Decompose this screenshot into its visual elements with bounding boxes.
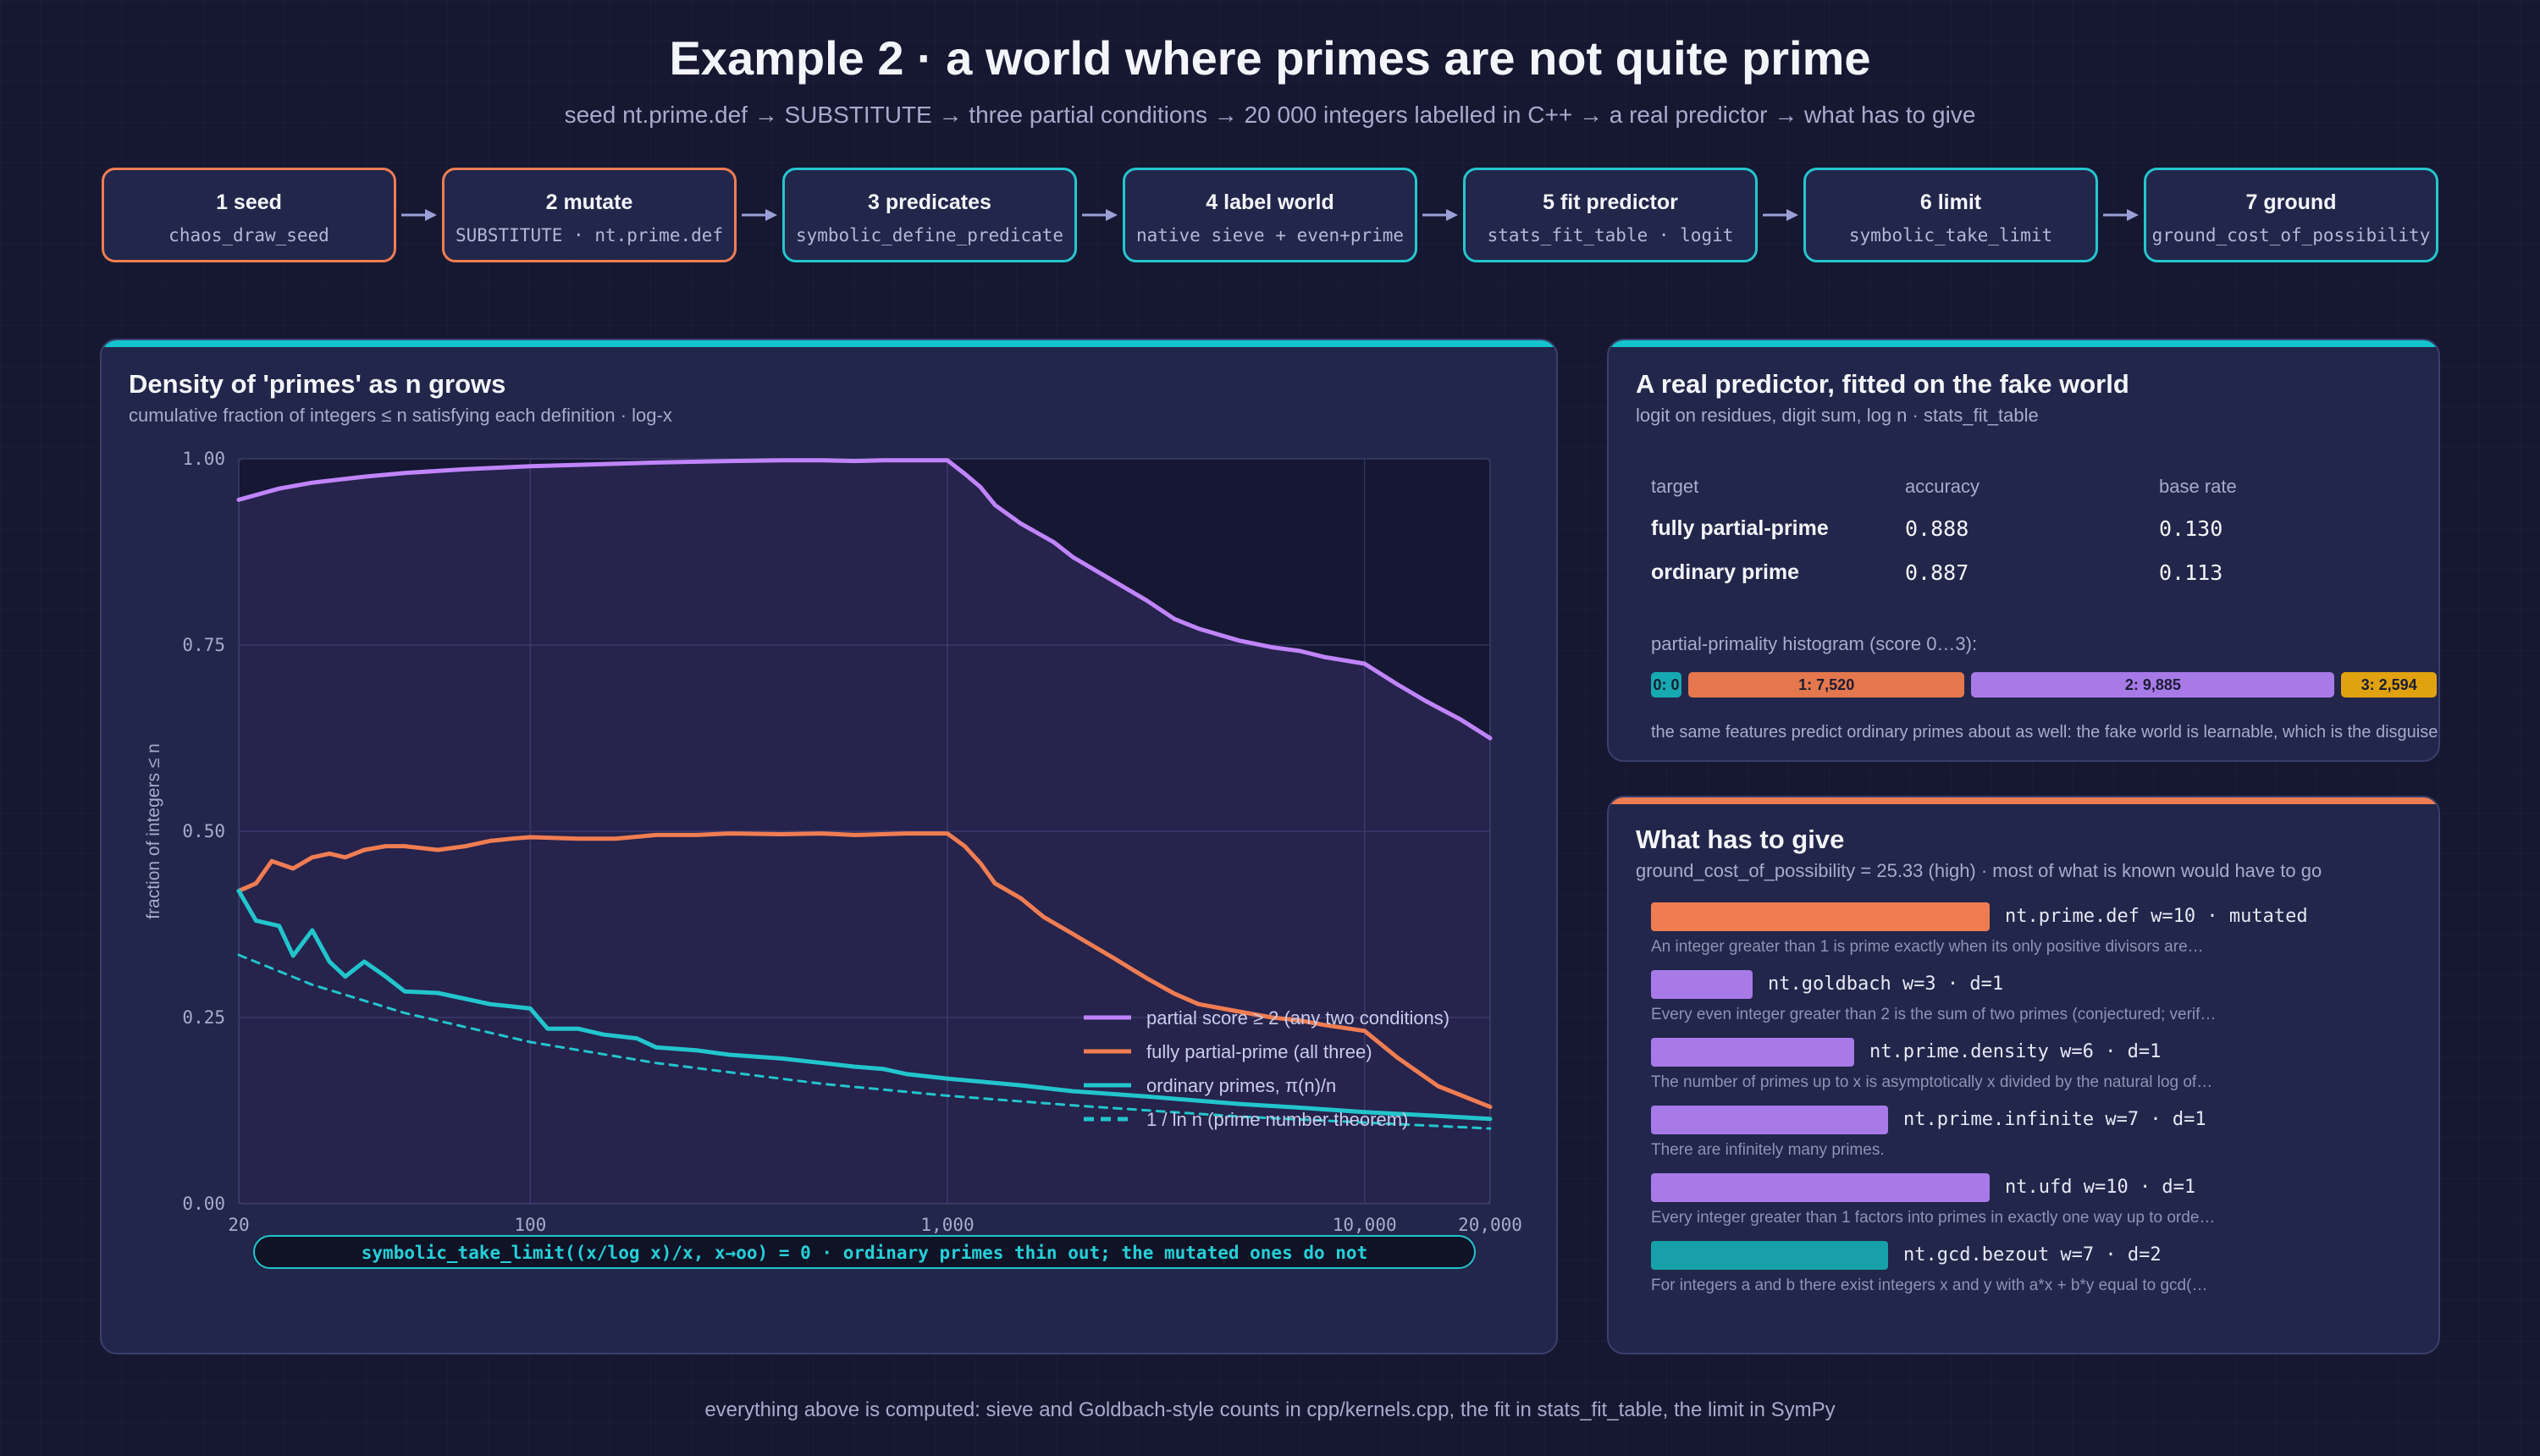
series-line (236, 888, 1493, 1122)
give-panel: What has to give ground_cost_of_possibil… (1607, 796, 2440, 1354)
y-tick-label: 0.00 (182, 1194, 225, 1214)
density-title: Density of 'primes' as n grows (129, 369, 506, 399)
pipeline-step: 1 seed chaos_draw_seed (102, 168, 396, 262)
arrow-right-icon (1763, 209, 1798, 221)
give-item-label: nt.goldbach w=3 · d=1 (1768, 973, 2004, 995)
row-base-rate: 0.113 (2159, 560, 2223, 585)
series-line (237, 953, 1492, 1130)
pipeline-step-function: symbolic_take_limit (1848, 225, 2053, 245)
x-tick-label: 20 (228, 1215, 249, 1235)
histogram-bar: 2: 9,885 (1971, 672, 2335, 698)
give-item-label: nt.prime.infinite w=7 · d=1 (1903, 1109, 2206, 1130)
series-line (236, 831, 1493, 1110)
histogram-bar: 3: 2,594 (2341, 672, 2437, 698)
arrow-right-icon (1082, 209, 1118, 221)
give-weight-bar (1651, 1038, 1854, 1067)
limit-note-box (253, 1235, 1476, 1269)
y-tick-label: 0.75 (182, 635, 225, 655)
legend-label: partial score ≥ 2 (any two conditions) (1146, 1007, 1449, 1029)
footer-note: everything above is computed: sieve and … (704, 1398, 1836, 1421)
y-tick-label: 1.00 (182, 449, 225, 469)
y-tick-label: 0.25 (182, 1007, 225, 1028)
pipeline-step-function: ground_cost_of_possibility (2151, 225, 2431, 245)
pipeline-step: 7 ground ground_cost_of_possibility (2144, 168, 2438, 262)
pipeline-step-title: 7 ground (2245, 190, 2337, 214)
panel-accent-bar (1609, 340, 2438, 347)
y-tick-label: 0.50 (182, 821, 225, 841)
give-item-description: An integer greater than 1 is prime exact… (1651, 938, 2204, 956)
col-target: target (1651, 476, 1699, 497)
pipeline-step-function: native sieve + even+prime (1135, 225, 1405, 245)
give-item-label: nt.ufd w=10 · d=1 (2005, 1177, 2196, 1198)
pipeline-step-function: symbolic_define_predicate (795, 225, 1064, 245)
predictor-panel: A real predictor, fitted on the fake wor… (1607, 339, 2440, 762)
give-weight-bar (1651, 970, 1753, 999)
give-weight-bar (1651, 1106, 1888, 1134)
pipeline-step-title: 1 seed (216, 190, 282, 214)
x-tick-label: 100 (514, 1215, 546, 1235)
density-subtitle: cumulative fraction of integers ≤ n sati… (129, 405, 672, 426)
legend-label: 1 / ln n (prime number theorem) (1146, 1109, 1408, 1130)
density-panel: Density of 'primes' as n grows cumulativ… (100, 339, 1558, 1354)
arrow-right-icon (742, 209, 777, 221)
pipeline-step: 6 limit symbolic_take_limit (1803, 168, 2098, 262)
y-axis-label: fraction of integers ≤ n (144, 743, 163, 919)
series-line (236, 458, 1493, 741)
predictor-subtitle: logit on residues, digit sum, log n · st… (1636, 405, 2039, 426)
pipeline-step-title: 2 mutate (545, 190, 633, 214)
x-tick-label: 20,000 (1458, 1215, 1522, 1235)
pipeline-step-function: chaos_draw_seed (168, 225, 329, 245)
pipeline-step-title: 6 limit (1919, 190, 1982, 214)
arrow-right-icon (1422, 209, 1458, 221)
density-chart: 0.00 0.25 0.50 0.75 1.00 20 100 1,000 10,000 20,0… (144, 449, 1522, 1269)
panel-accent-bar (1609, 797, 2438, 804)
pipeline-step-title: 5 fit predictor (1543, 190, 1678, 214)
give-item-description: Every even integer greater than 2 is the… (1651, 1006, 2217, 1023)
give-item-label: nt.gcd.bezout w=7 · d=2 (1903, 1244, 2162, 1266)
give-item-label: nt.prime.def w=10 · mutated (2005, 906, 2308, 927)
row-accuracy: 0.888 (1905, 516, 1969, 541)
give-item-description: There are infinitely many primes. (1651, 1141, 1885, 1159)
histogram-bar: 1: 7,520 (1688, 672, 1965, 698)
panel-accent-bar (102, 340, 1556, 347)
arrow-right-icon (2103, 209, 2139, 221)
limit-note: symbolic_take_limit((x/log x)/x, x→oo) =… (362, 1243, 1367, 1263)
give-weight-bar (1651, 902, 1990, 931)
legend-label: fully partial-prime (all three) (1146, 1041, 1372, 1062)
x-tick-label: 10,000 (1333, 1215, 1397, 1235)
pipeline-step-title: 3 predicates (868, 190, 991, 214)
give-title: What has to give (1636, 825, 1845, 854)
row-target: fully partial-prime (1651, 516, 1829, 540)
pipeline-step: 2 mutate SUBSTITUTE · nt.prime.def (442, 168, 737, 262)
pipeline-step: 5 fit predictor stats_fit_table · logit (1463, 168, 1758, 262)
row-accuracy: 0.887 (1905, 560, 1969, 585)
pipeline-step-function: SUBSTITUTE · nt.prime.def (455, 225, 724, 245)
pipeline-step: 3 predicates symbolic_define_predicate (782, 168, 1077, 262)
arrow-right-icon (401, 209, 437, 221)
col-base-rate: base rate (2159, 476, 2237, 497)
predictor-title: A real predictor, fitted on the fake wor… (1636, 369, 2129, 399)
give-item-description: The number of primes up to x is asymptot… (1651, 1073, 2213, 1091)
histogram-bar: 0: 0 (1651, 672, 1681, 698)
predictor-note: the same features predict ordinary prime… (1651, 723, 2438, 742)
pipeline-step-title: 4 label world (1206, 190, 1334, 214)
give-weight-bar (1651, 1241, 1888, 1270)
give-item-description: Every integer greater than 1 factors int… (1651, 1209, 2216, 1227)
give-subtitle: ground_cost_of_possibility = 25.33 (high… (1636, 860, 2322, 881)
series-area (239, 460, 1490, 1204)
page-subtitle: seed nt.prime.def → SUBSTITUTE → three p… (564, 102, 1976, 128)
pipeline-step-function: stats_fit_table · logit (1487, 225, 1734, 245)
row-target: ordinary prime (1651, 560, 1800, 584)
page-title: Example 2 · a world where primes are not… (669, 31, 1871, 85)
give-weight-bar (1651, 1173, 1990, 1202)
legend-label: ordinary primes, π(n)/n (1146, 1075, 1336, 1096)
give-item-description: For integers a and b there exist integer… (1651, 1277, 2208, 1294)
row-base-rate: 0.130 (2159, 516, 2223, 541)
col-accuracy: accuracy (1905, 476, 1980, 497)
histogram-label: partial-primality histogram (score 0…3): (1651, 633, 1978, 654)
x-tick-label: 1,000 (920, 1215, 974, 1235)
pipeline-step: 4 label world native sieve + even+prime (1123, 168, 1417, 262)
give-item-label: nt.prime.density w=6 · d=1 (1869, 1041, 2162, 1062)
